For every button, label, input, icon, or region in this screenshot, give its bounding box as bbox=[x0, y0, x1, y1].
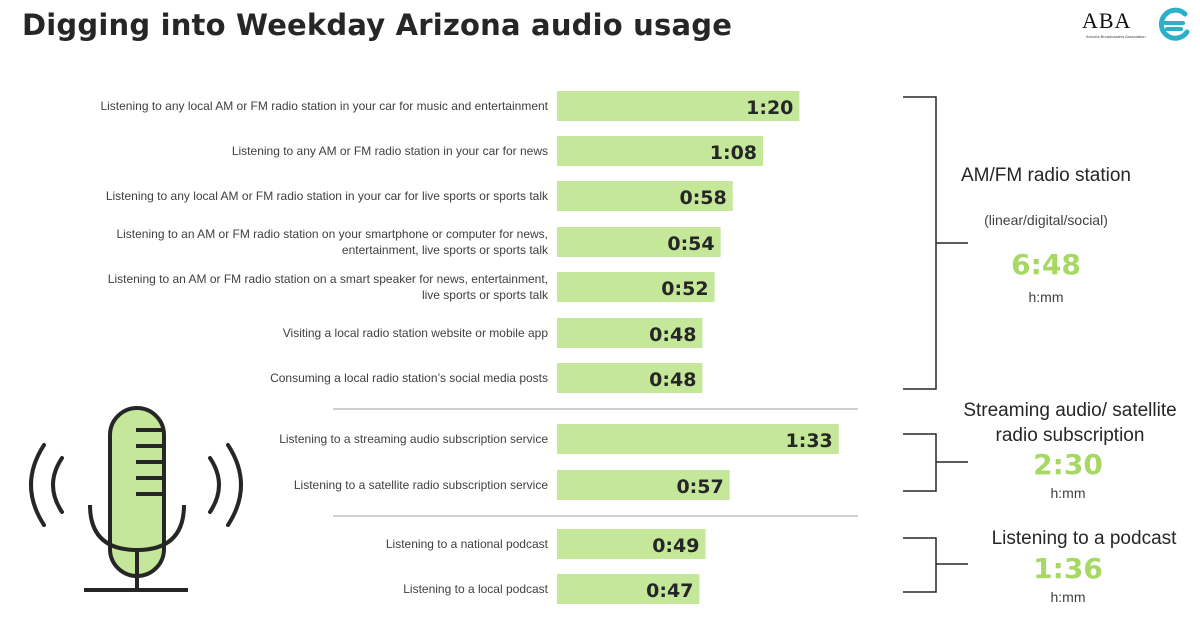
category-label-4: Listening to an AM or FM radio station o… bbox=[107, 272, 548, 302]
bar-9 bbox=[557, 529, 706, 559]
dividers-layer bbox=[333, 408, 858, 517]
bar-6 bbox=[557, 363, 703, 393]
category-label-2: Listening to any local AM or FM radio st… bbox=[105, 189, 548, 203]
bar-value-label-0: 1:20 bbox=[746, 97, 793, 119]
category-label-1: Listening to any AM or FM radio station … bbox=[231, 144, 548, 158]
bar-value-label-8: 0:57 bbox=[676, 476, 723, 498]
category-label-10: Listening to a local podcast bbox=[403, 582, 548, 596]
aba-logo-text: ABA bbox=[1082, 8, 1132, 33]
group-bracket-0 bbox=[903, 96, 968, 390]
group-subtitle-amfm: (linear/digital/social) bbox=[984, 212, 1108, 228]
group-bracket-2 bbox=[903, 537, 968, 593]
bar-value-label-7: 1:33 bbox=[786, 430, 833, 452]
category-label-9: Listening to a national podcast bbox=[385, 537, 548, 551]
bar-8 bbox=[557, 470, 730, 500]
bar-2 bbox=[557, 181, 733, 211]
aba-logo: ABA Arizona Broadcasters Association bbox=[1080, 8, 1152, 42]
category-label-7: Listening to a streaming audio subscript… bbox=[279, 432, 548, 446]
category-label-0: Listening to any local AM or FM radio st… bbox=[100, 99, 548, 113]
group-total-podcast: 1:36 bbox=[1033, 552, 1103, 585]
bar-7 bbox=[557, 424, 839, 454]
group-total-amfm: 6:48 bbox=[1011, 248, 1081, 281]
microphone-icon bbox=[29, 406, 243, 592]
group-title-amfm: AM/FM radio station bbox=[961, 165, 1131, 186]
bar-value-label-5: 0:48 bbox=[649, 324, 696, 346]
group-unit-amfm: h:mm bbox=[1028, 289, 1064, 305]
group-title-streaming: Streaming audio/ satellite radio subscri… bbox=[963, 400, 1177, 446]
bar-value-label-9: 0:49 bbox=[652, 535, 699, 557]
group-unit-podcast: h:mm bbox=[1050, 589, 1086, 605]
bars-layer: 1:20 1:08 0:58 0:54 0:52 0:48 0:48 1:33 0:57 0:49… bbox=[557, 91, 839, 604]
group-title-podcast: Listening to a podcast bbox=[991, 528, 1177, 549]
bar-value-label-6: 0:48 bbox=[649, 369, 696, 391]
bar-4 bbox=[557, 272, 715, 302]
swirl-logo-icon bbox=[1158, 7, 1190, 41]
bar-10 bbox=[557, 574, 700, 604]
category-label-3: Listening to an AM or FM radio station o… bbox=[116, 227, 548, 257]
bar-value-label-3: 0:54 bbox=[667, 233, 714, 255]
brackets-layer bbox=[903, 96, 968, 593]
bar-value-label-2: 0:58 bbox=[679, 187, 726, 209]
category-label-5: Visiting a local radio station website o… bbox=[282, 326, 548, 340]
bar-1 bbox=[557, 136, 764, 166]
category-label-8: Listening to a satellite radio subscript… bbox=[293, 478, 548, 492]
bar-value-label-10: 0:47 bbox=[646, 580, 693, 602]
aba-logo-subtext: Arizona Broadcasters Association bbox=[1086, 34, 1146, 39]
bar-3 bbox=[557, 227, 721, 257]
page-title: Digging into Weekday Arizona audio usage bbox=[22, 8, 733, 42]
group-total-streaming: 2:30 bbox=[1033, 448, 1103, 481]
bar-0 bbox=[557, 91, 800, 121]
bar-5 bbox=[557, 318, 703, 348]
bar-value-label-4: 0:52 bbox=[661, 278, 708, 300]
category-label-6: Consuming a local radio station’s social… bbox=[270, 371, 548, 385]
group-bracket-1 bbox=[903, 433, 968, 492]
group-unit-streaming: h:mm bbox=[1050, 485, 1086, 501]
bar-value-label-1: 1:08 bbox=[710, 142, 757, 164]
